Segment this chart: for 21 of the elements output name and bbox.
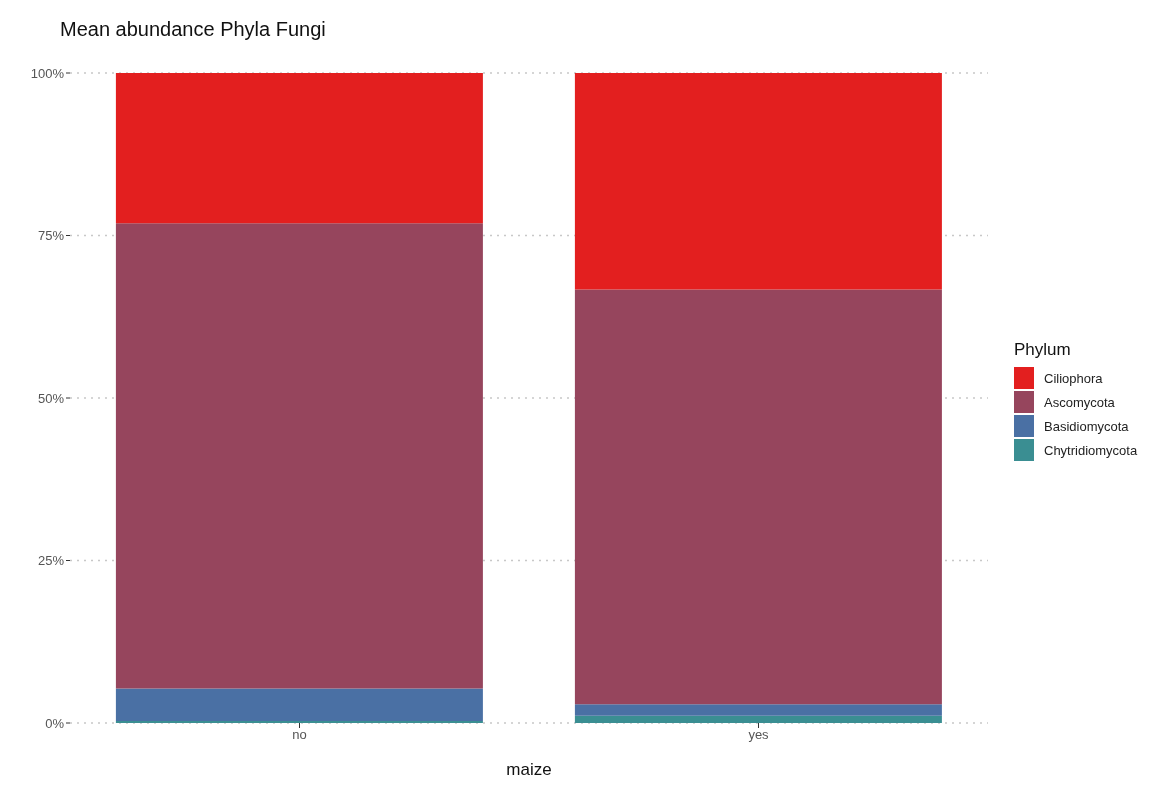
bar: [574, 715, 942, 723]
bar: [574, 73, 942, 290]
legend-label: Ascomycota: [1044, 394, 1115, 410]
y-tick-label: 25%: [37, 553, 65, 569]
y-tick-label: 100%: [30, 65, 65, 81]
bar: [115, 688, 483, 722]
x-tick-label: yes: [748, 727, 770, 743]
bar: [574, 289, 942, 705]
y-tick-label: 50%: [37, 390, 65, 406]
chart-title: Mean abundance Phyla Fungi: [60, 18, 326, 41]
bar: [115, 223, 483, 689]
x-tick-label: no: [292, 727, 307, 743]
bar: [574, 704, 942, 716]
legend-label: Chytridiomycota: [1044, 442, 1138, 458]
y-tick-label: 0%: [45, 715, 65, 731]
x-axis-title: maize: [506, 760, 552, 779]
bar: [115, 73, 483, 224]
legend-label: Basidiomycota: [1044, 418, 1129, 434]
legend-title: Phylum: [1014, 340, 1072, 360]
legend-label: Ciliophora: [1044, 370, 1103, 386]
y-tick-label: 75%: [37, 228, 65, 244]
